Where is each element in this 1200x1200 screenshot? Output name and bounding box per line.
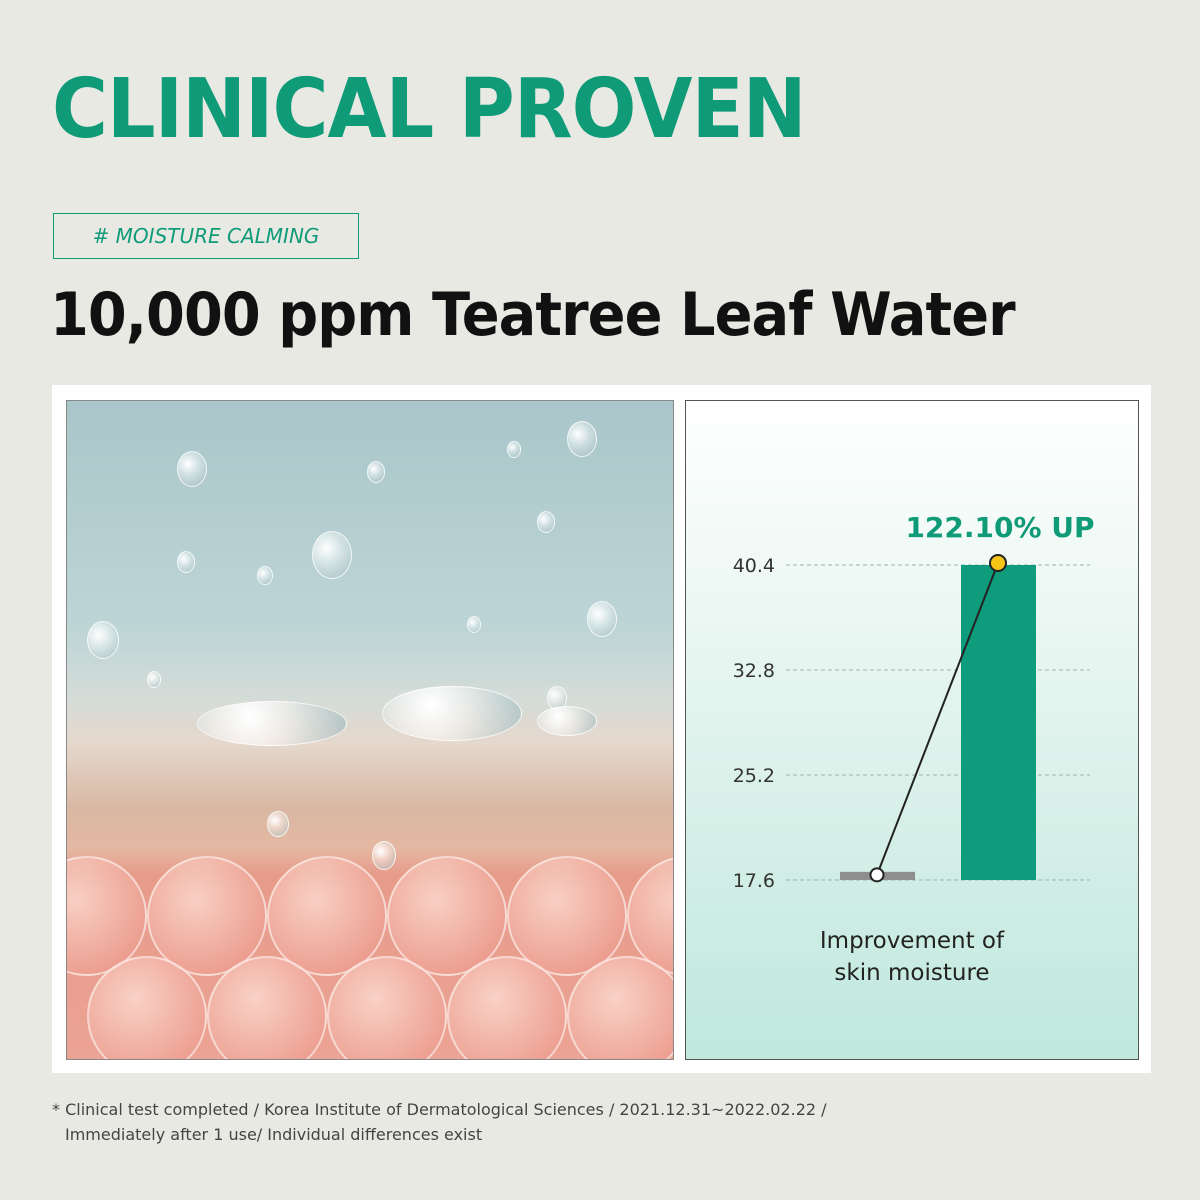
after-point bbox=[989, 554, 1007, 572]
increase-annotation: 122.10% UP bbox=[905, 511, 1094, 544]
water-droplet bbox=[312, 531, 352, 579]
chart-caption: Improvement of skin moisture bbox=[685, 925, 1139, 989]
trend-line bbox=[876, 562, 999, 876]
water-droplet bbox=[87, 621, 119, 660]
water-droplet bbox=[382, 686, 522, 741]
water-droplet bbox=[567, 421, 597, 457]
water-droplet bbox=[467, 616, 481, 633]
water-droplet bbox=[177, 551, 195, 573]
y-tick-label: 17.6 bbox=[733, 870, 775, 892]
footnote-line-2: Immediately after 1 use/ Individual diff… bbox=[65, 1125, 483, 1144]
bar-after bbox=[961, 565, 1036, 880]
water-droplet bbox=[372, 841, 396, 870]
water-droplet bbox=[197, 701, 347, 746]
water-droplet bbox=[147, 671, 161, 688]
skin-cell bbox=[327, 956, 447, 1059]
skin-cell bbox=[507, 856, 627, 976]
headline: 10,000 ppm Teatree Leaf Water bbox=[50, 280, 1016, 350]
water-droplet bbox=[177, 451, 207, 487]
skin-cell bbox=[207, 956, 327, 1059]
water-droplet bbox=[537, 706, 597, 736]
skin-cell bbox=[567, 956, 673, 1059]
caption-line-1: Improvement of bbox=[819, 928, 1005, 954]
chart-box bbox=[685, 400, 1139, 1060]
water-droplet bbox=[507, 441, 521, 458]
water-droplet bbox=[257, 566, 273, 586]
skin-cell bbox=[267, 856, 387, 976]
footnote: * Clinical test completed / Korea Instit… bbox=[52, 1097, 827, 1147]
footnote-line-1: * Clinical test completed / Korea Instit… bbox=[52, 1100, 827, 1119]
y-tick-label: 25.2 bbox=[733, 765, 775, 787]
hashtag-badge: # MOISTURE CALMING bbox=[53, 213, 359, 259]
water-droplet bbox=[267, 811, 289, 838]
y-tick-label: 40.4 bbox=[733, 555, 775, 577]
skin-cell bbox=[387, 856, 507, 976]
water-droplet bbox=[367, 461, 385, 483]
caption-line-2: skin moisture bbox=[834, 960, 990, 986]
skin-cell bbox=[87, 956, 207, 1059]
y-tick-label: 32.8 bbox=[733, 660, 775, 682]
water-droplet bbox=[537, 511, 555, 533]
skin-cell bbox=[447, 956, 567, 1059]
page-title: CLINICAL PROVEN bbox=[52, 62, 807, 157]
water-droplet-skin-image bbox=[66, 400, 674, 1060]
water-droplet bbox=[587, 601, 617, 637]
before-point bbox=[869, 867, 885, 883]
skin-cell bbox=[147, 856, 267, 976]
